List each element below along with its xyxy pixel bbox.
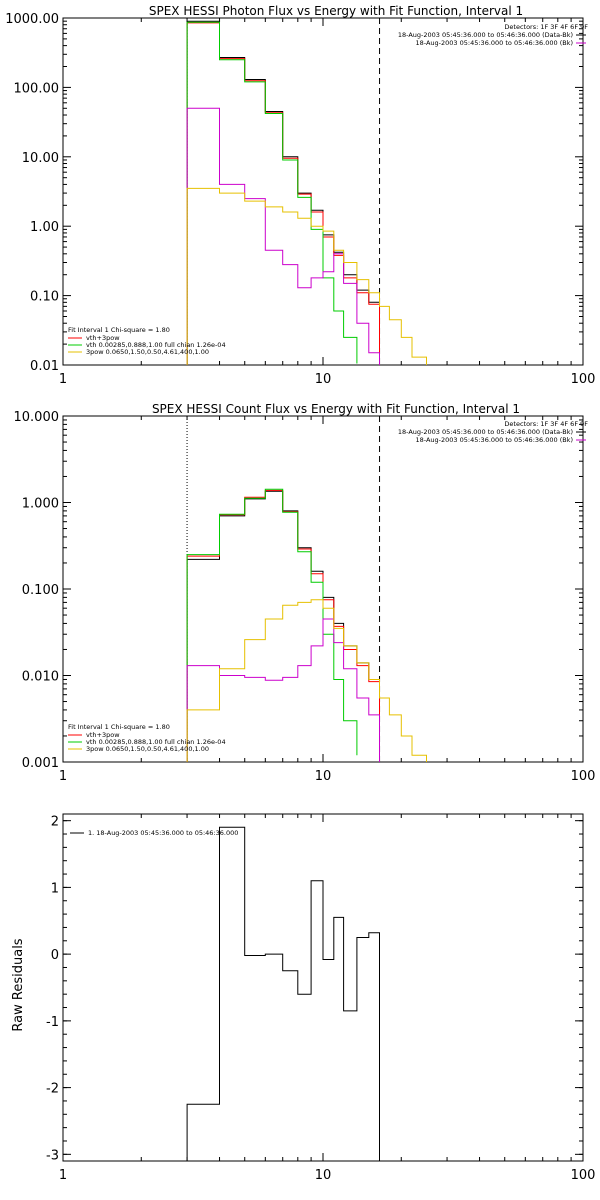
count-flux-title: SPEX HESSI Count Flux vs Energy with Fit… [152,402,520,416]
count-flux-panel: SPEX HESSI Count Flux vs Energy with Fit… [14,402,596,784]
residuals-ytick-label-1: -2 [46,1082,59,1097]
photon-series-3-histogram [186,107,380,365]
photon-series-0-histogram [186,20,380,365]
residuals-xtick-label-2: 100 [571,1168,596,1183]
residuals-ytick-label-3: 0 [51,948,59,963]
count-ytick-label-4: 10.000 [14,410,60,425]
photon-xtick-label-2: 100 [571,372,596,387]
residuals-series-group [186,826,380,1161]
count-flux-info: Detectors: 1F 3F 4F 6F 9F 18-Aug-2003 05… [398,420,588,444]
photon-ytick-label-2: 1.00 [30,220,59,235]
residuals-xtick-label-0: 1 [59,1168,67,1183]
residuals-panel: 1 10 100 -3 -2 -1 0 1 2 Raw Residuals 1. 18-Aug-… [11,813,596,1183]
count-ytick-label-3: 1.000 [22,497,59,512]
photon-series-2-histogram [186,21,358,365]
residuals-ytick-label-5: 2 [51,815,59,830]
photon-series-4-histogram [186,187,427,365]
residuals-legend-label: 1. 18-Aug-2003 05:45:36.000 to 05:46:36.… [88,829,238,837]
residuals-plot: 1 10 100 -3 -2 -1 0 1 2 [46,813,596,1183]
photon-ytick-label-0: 0.01 [30,359,59,374]
photon-flux-title: SPEX HESSI Photon Flux vs Energy with Fi… [149,4,523,18]
photon-flux-plot: 1 10 100 0.01 0.10 1.00 10.00 100.00 1000.00 [5,12,595,387]
residuals-legend: 1. 18-Aug-2003 05:45:36.000 to 05:46:36.… [70,829,238,837]
photon-fit-3pow-label: 3pow 0.0650,1.50,0.50,4.61,400,1.00 [86,348,209,356]
photon-fit-vth-label: vth 0.00285,0.888,1.00 full chian 1.26e-… [86,341,226,349]
count-series-3-histogram [186,618,380,762]
photon-detectors-label: Detectors: 1F 3F 4F 6F 9F [504,23,588,31]
count-data-interval-label: 18-Aug-2003 05:45:36.000 to 05:46:36.000… [398,428,573,436]
residuals-xtick-label-1: 10 [315,1168,332,1183]
count-xtick-label-2: 100 [571,769,596,784]
photon-ytick-label-4: 100.00 [14,81,60,96]
count-fit-vth-label: vth 0.00285,0.888,1.00 full chian 1.26e-… [86,738,226,746]
count-fit-3pow-label: 3pow 0.0650,1.50,0.50,4.61,400,1.00 [86,745,209,753]
count-flux-fit-legend: Fit Interval 1 Chi-square = 1.80 vth+3po… [68,723,226,753]
count-xtick-label-0: 1 [59,769,67,784]
photon-flux-panel: SPEX HESSI Photon Flux vs Energy with Fi… [5,4,595,387]
photon-fit-total-label: vth+3pow [86,334,120,342]
photon-ytick-label-3: 10.00 [22,151,59,166]
photon-series-1-histogram [186,22,380,365]
count-ytick-label-0: 0.001 [22,756,59,771]
photon-xtick-label-1: 10 [315,372,332,387]
photon-data-interval-label: 18-Aug-2003 05:45:36.000 to 05:46:36.000… [398,31,573,39]
residuals-ytick-label-4: 1 [51,881,59,896]
count-fit-chi-label: Fit Interval 1 Chi-square = 1.80 [68,723,170,731]
photon-ytick-label-1: 0.10 [30,290,59,305]
photon-bk-interval-label: 18-Aug-2003 05:45:36.000 to 05:46:36.000… [416,39,573,47]
count-series-4-histogram [186,599,427,762]
photon-flux-fit-legend: Fit Interval 1 Chi-square = 1.80 vth+3po… [68,326,226,356]
residuals-ytick-label-2: -1 [46,1015,59,1030]
count-ytick-label-2: 0.100 [22,583,59,598]
count-series-0-histogram [186,490,380,762]
count-xtick-label-1: 10 [315,769,332,784]
count-ytick-label-1: 0.010 [22,670,59,685]
count-bk-interval-label: 18-Aug-2003 05:45:36.000 to 05:46:36.000… [416,436,573,444]
residuals-series-0-histogram [186,826,380,1161]
photon-flux-info: Detectors: 1F 3F 4F 6F 9F 18-Aug-2003 05… [398,23,588,47]
count-flux-plot: 1 10 100 0.001 0.010 0.100 1.000 10.000 [14,410,596,784]
count-detectors-label: Detectors: 1F 3F 4F 6F 9F [504,420,588,428]
photon-ytick-label-5: 1000.00 [5,12,59,27]
count-series-group [186,488,427,762]
residuals-ylabel: Raw Residuals [11,938,26,1031]
photon-xtick-label-0: 1 [59,372,67,387]
residuals-ytick-label-0: -3 [46,1148,59,1163]
photon-fit-chi-label: Fit Interval 1 Chi-square = 1.80 [68,326,170,334]
photon-series-group [186,20,427,365]
count-series-1-histogram [186,489,380,762]
photon-axes-frame [62,17,584,366]
residuals-axes-frame [62,813,584,1162]
count-fit-total-label: vth+3pow [86,731,120,739]
count-series-2-histogram [186,488,358,762]
